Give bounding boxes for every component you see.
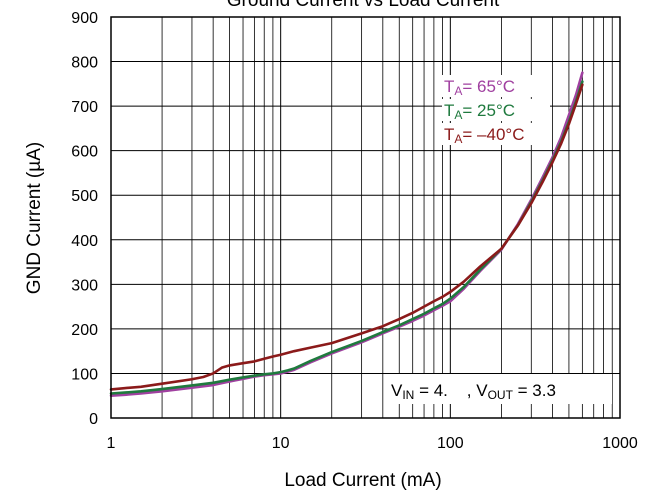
legend-bg <box>442 123 550 145</box>
y-tick-label: 300 <box>71 277 98 294</box>
legend-entry-1: TA= 25°C <box>444 101 515 122</box>
y-tick-label: 500 <box>71 188 98 205</box>
y-tick-label: 400 <box>71 233 98 250</box>
y-axis-label: GND Current (µA) <box>24 142 45 294</box>
annotation-text: VIN = 4. , VOUT = 3.3 <box>391 381 556 402</box>
x-tick-label: 1 <box>107 435 116 452</box>
x-tick-labels: 1 10 100 1000 <box>107 435 638 452</box>
legend-bg <box>442 99 550 121</box>
legend-entry-0: TA= 65°C <box>444 77 515 98</box>
condition-annotation: VIN = 4. , VOUT = 3.3 <box>384 374 612 404</box>
chart-title: Ground Current vs Load Current <box>227 0 500 11</box>
plot-frame <box>110 16 621 419</box>
y-tick-label: 800 <box>71 55 98 72</box>
legend-entry-2: TA= –40°C <box>444 125 525 146</box>
y-tick-label: 900 <box>71 10 98 27</box>
annotation-bg <box>384 374 612 404</box>
legend: TA= 65°C TA= 25°C TA= –40°C <box>442 75 550 146</box>
y-tick-label: 700 <box>71 99 98 116</box>
y-tick-label: 0 <box>89 411 98 428</box>
x-tick-label: 100 <box>437 435 464 452</box>
chart-title-layer: Ground Current vs Load Current <box>227 0 500 11</box>
series-layer <box>109 71 584 398</box>
x-axis-label: Load Current (mA) <box>284 470 441 491</box>
y-tick-label: 200 <box>71 322 98 339</box>
y-tick-label: 600 <box>71 144 98 161</box>
x-tick-label: 10 <box>272 435 290 452</box>
y-tick-labels: 0 100 200 300 400 500 600 700 800 900 <box>71 10 98 428</box>
series-line-2 <box>109 83 584 391</box>
y-tick-label: 100 <box>71 366 98 383</box>
x-tick-label: 1000 <box>602 435 638 452</box>
plot-border <box>110 16 621 419</box>
legend-bg <box>442 75 550 97</box>
